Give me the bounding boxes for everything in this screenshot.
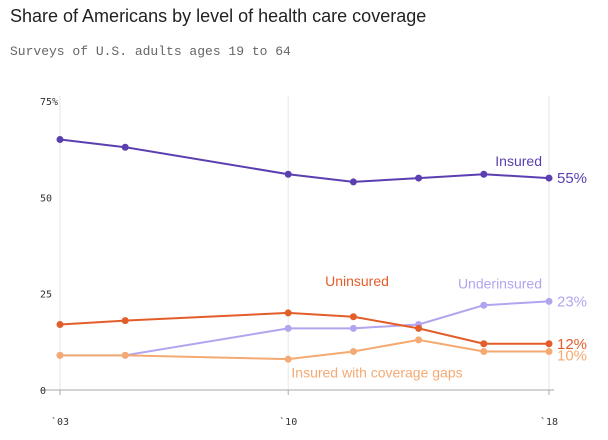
data-point-underinsured: [480, 301, 488, 309]
data-point-underinsured: [545, 297, 553, 305]
x-tick-label: `18: [540, 416, 558, 428]
data-point-insured-with-coverage-gaps: [480, 347, 488, 355]
end-value-label: 55%: [557, 170, 587, 187]
data-point-uninsured: [480, 340, 488, 348]
y-tick-label: 75%: [40, 97, 58, 108]
data-point-uninsured: [349, 313, 357, 321]
series-name-label: Insured: [495, 153, 542, 169]
data-point-insured-with-coverage-gaps: [56, 351, 64, 359]
data-point-insured-with-coverage-gaps: [349, 347, 357, 355]
chart-title: Share of Americans by level of health ca…: [10, 6, 427, 26]
series-name-label: Insured with coverage gaps: [291, 364, 462, 380]
chart-subtitle: Surveys of U.S. adults ages 19 to 64: [10, 44, 291, 59]
series-name-label: Uninsured: [325, 273, 389, 289]
x-tick-label: `10: [279, 416, 297, 428]
end-value-label: 23%: [557, 293, 587, 310]
x-tick-label: `03: [51, 416, 69, 428]
y-tick-label: 50: [40, 193, 52, 204]
data-point-insured-with-coverage-gaps: [121, 351, 129, 359]
data-point-insured: [121, 143, 129, 151]
data-point-uninsured: [121, 317, 129, 325]
series-labels: Insured Underinsured Uninsured Insured with…: [291, 153, 587, 380]
data-point-insured: [480, 170, 488, 178]
data-point-uninsured: [284, 309, 292, 317]
series-line-underinsured: [60, 300, 550, 357]
data-point-insured: [56, 136, 64, 144]
axes: 0 25 50 75% `03 `10 `18: [40, 97, 558, 428]
data-point-insured-with-coverage-gaps: [284, 355, 292, 363]
end-value-label: 10%: [557, 347, 587, 364]
data-point-insured-with-coverage-gaps: [415, 336, 423, 344]
data-point-insured: [545, 174, 553, 182]
series-name-label: Underinsured: [458, 275, 542, 291]
gridlines: [59, 96, 550, 390]
data-point-insured-with-coverage-gaps: [545, 347, 553, 355]
data-point-uninsured: [56, 320, 64, 328]
series-layer: [56, 136, 553, 363]
series-line-insured: [59, 138, 550, 183]
data-point-uninsured: [415, 324, 423, 332]
data-point-insured: [415, 174, 423, 182]
data-point-insured: [349, 178, 357, 186]
data-point-uninsured: [545, 340, 553, 348]
data-point-underinsured: [284, 324, 292, 332]
y-tick-label: 0: [40, 386, 46, 397]
y-tick-label: 25: [40, 290, 52, 301]
end-value-label: 12%: [557, 336, 587, 353]
data-point-underinsured: [349, 324, 357, 332]
data-point-insured: [284, 170, 292, 178]
